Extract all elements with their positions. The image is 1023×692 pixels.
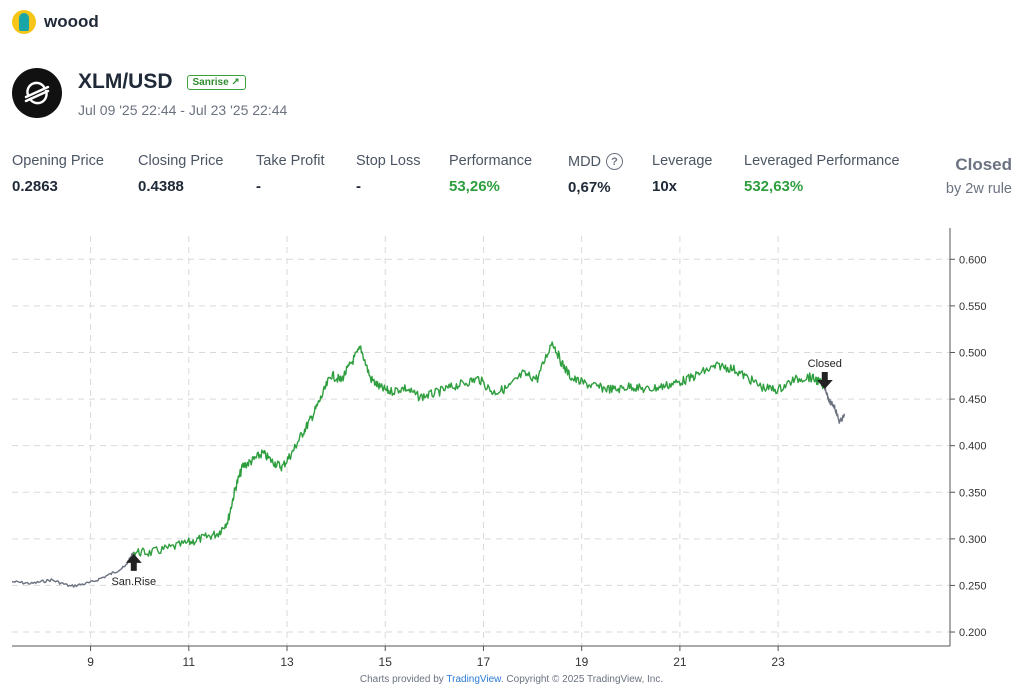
x-tick-label: 21 xyxy=(673,655,687,669)
stat-value: 0,67% xyxy=(568,179,611,196)
tradingview-link[interactable]: TradingView xyxy=(446,674,501,685)
stat-opening-price: Opening Price 0.2863 xyxy=(12,153,104,195)
stellar-logo-icon xyxy=(12,68,62,118)
y-tick-label: 0.200 xyxy=(959,627,987,639)
x-tick-label: 9 xyxy=(87,655,94,669)
stat-label: Leverage xyxy=(652,153,713,169)
exit-arrow-icon xyxy=(816,371,833,389)
x-tick-label: 23 xyxy=(771,655,785,669)
stat-stop-loss: Stop Loss - xyxy=(356,153,421,195)
status-title: Closed xyxy=(955,155,1012,174)
stat-value: 532,63% xyxy=(744,178,804,195)
y-tick-label: 0.550 xyxy=(959,301,987,313)
stat-leveraged-performance: Leveraged Performance 532,63% xyxy=(744,153,900,195)
y-tick-label: 0.350 xyxy=(959,487,987,499)
stat-value: 0.2863 xyxy=(12,178,58,195)
trade-date-range: Jul 09 '25 22:44 - Jul 23 '25 22:44 xyxy=(78,102,288,118)
status-subtitle: by 2w rule xyxy=(945,181,1012,197)
stat-closing-price: Closing Price 0.4388 xyxy=(138,153,223,195)
trade-status: Closed by 2w rule xyxy=(946,155,1012,197)
stat-value: 53,26% xyxy=(449,178,500,195)
stat-label: Leveraged Performance xyxy=(744,153,900,169)
stat-label: Opening Price xyxy=(12,153,104,169)
price-chart[interactable]: 0.600 0.550 0.500 0.450 0.400 0.350 0.300 0.250… xyxy=(0,228,1023,674)
stat-label: Closing Price xyxy=(138,153,224,169)
price-series-line xyxy=(133,341,826,557)
help-icon[interactable]: ? xyxy=(606,153,624,170)
stat-take-profit: Take Profit - xyxy=(256,153,325,195)
entry-marker-label: San.Rise xyxy=(111,576,156,588)
y-tick-label: 0.450 xyxy=(959,394,987,406)
stat-label: MDD xyxy=(568,153,602,170)
y-tick-label: 0.600 xyxy=(959,254,987,266)
stat-leverage: Leverage 10x xyxy=(652,153,712,195)
stat-label: Performance xyxy=(449,153,533,169)
brand-name: woood xyxy=(44,12,99,31)
x-tick-label: 19 xyxy=(575,655,589,669)
asset-symbol: XLM/USD xyxy=(78,70,173,93)
x-tick-label: 17 xyxy=(477,655,491,669)
y-tick-label: 0.500 xyxy=(959,347,987,359)
stat-value: - xyxy=(256,178,261,195)
chart-credit: Charts provided by TradingView. Copyrigh… xyxy=(0,674,1023,685)
price-series-line xyxy=(11,551,135,588)
stat-label: Take Profit xyxy=(256,153,325,169)
y-tick-label: 0.400 xyxy=(959,441,987,453)
exit-marker-label: Closed xyxy=(808,358,842,370)
stat-value: 10x xyxy=(652,178,678,195)
stat-label: Stop Loss xyxy=(356,153,421,169)
y-tick-label: 0.300 xyxy=(959,534,987,546)
stat-performance: Performance 53,26% xyxy=(449,153,532,195)
credit-prefix: Charts provided by xyxy=(359,674,447,685)
credit-suffix: . Copyright © 2025 TradingView, Inc. xyxy=(500,674,664,685)
entry-arrow-icon xyxy=(125,553,142,571)
x-tick-label: 15 xyxy=(379,655,393,669)
stat-mdd: MDD ? 0,67% xyxy=(568,153,624,196)
brand-logo-icon xyxy=(12,10,36,34)
trade-stats: Opening Price 0.2863 Closing Price 0.438… xyxy=(12,153,1012,203)
stat-value: - xyxy=(356,178,361,195)
price-series-line xyxy=(824,386,846,424)
asset-header: XLM/USD Sanrise ↗ Jul 09 '25 22:44 - Jul… xyxy=(12,68,287,118)
x-tick-label: 13 xyxy=(280,655,294,669)
y-tick-label: 0.250 xyxy=(959,580,987,592)
x-tick-label: 11 xyxy=(183,655,196,669)
brand[interactable]: woood xyxy=(12,10,99,34)
stat-value: 0.4388 xyxy=(138,178,184,195)
strategy-tag[interactable]: Sanrise ↗ xyxy=(186,74,246,90)
